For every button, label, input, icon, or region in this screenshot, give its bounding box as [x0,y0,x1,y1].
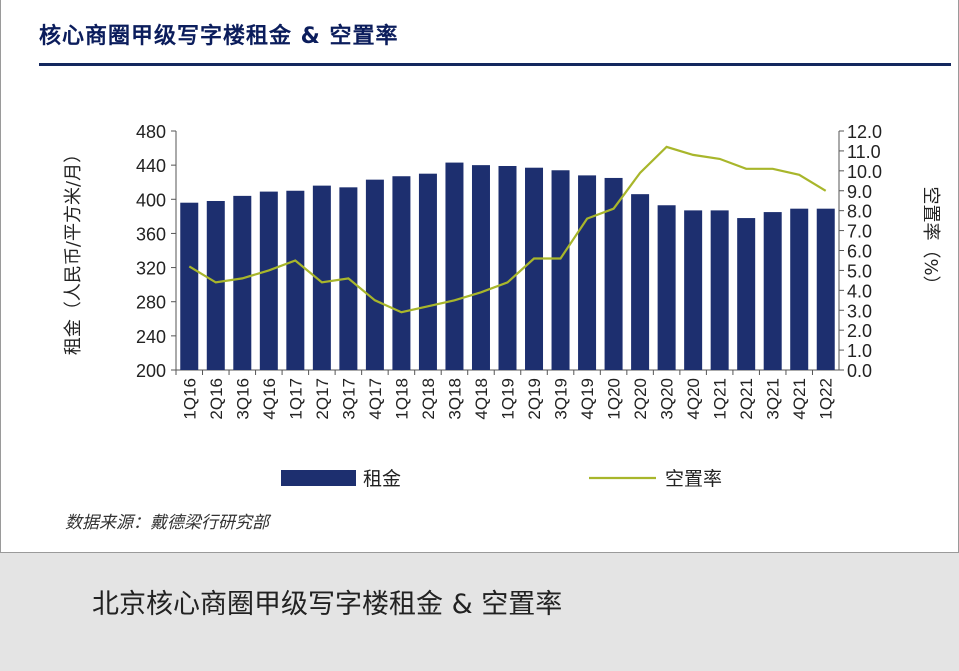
x-tick-label: 3Q16 [233,378,252,420]
rent-bar [525,167,544,370]
x-tick-label: 2Q21 [737,378,756,420]
right-axis-title: 空置率（%） [920,186,941,293]
x-tick-label: 2Q20 [631,378,650,420]
chart-svg: 200 240 280 320 360 400 440 480 0.01.02.03.04.05… [63,122,941,490]
right-tick-label: 6.0 [847,242,872,262]
rent-bar [471,165,490,370]
legend-swatch-rent [281,470,356,486]
x-tick-label: 1Q21 [711,378,730,420]
left-tick-label: 440 [136,156,166,176]
rent-bar [578,175,597,370]
legend-label-rent: 租金 [363,468,401,490]
x-tick-label: 3Q18 [445,378,464,420]
legend-label-vacancy: 空置率 [665,468,722,490]
right-tick-label: 10.0 [847,162,882,182]
right-tick-label: 9.0 [847,182,872,202]
rent-bar [790,208,809,370]
rent-bar [180,202,199,370]
x-tick-label: 2Q16 [207,378,226,420]
right-tick-label: 3.0 [847,301,872,321]
x-tick-label: 4Q17 [366,378,385,420]
rent-bar [233,195,252,370]
x-tick-label: 1Q22 [817,378,836,420]
source-note: 数据来源：戴德梁行研究部 [65,513,269,533]
rent-bar [604,177,623,370]
left-tick-label: 240 [136,327,166,347]
chart-card: 核心商圈甲级写字楼租金 & 空置率 200 240 280 320 360 400 440 4… [0,0,959,553]
x-tick-label: 1Q19 [499,378,518,420]
rent-bar [418,173,437,370]
rent-bar [259,191,278,370]
x-tick-label: 4Q18 [472,378,491,420]
right-tick-label: 11.0 [847,142,881,162]
x-tick-label: 4Q19 [578,378,597,420]
x-tick-label: 4Q21 [790,378,809,420]
x-tick-label: 1Q17 [286,378,305,420]
right-tick-label: 1.0 [847,341,872,361]
rent-bar [710,210,729,370]
rent-bar [684,210,703,370]
x-tick-label: 4Q16 [260,378,279,420]
x-tick-label: 3Q17 [339,378,358,420]
left-axis-title: 租金（人民币/平方米/月） [63,145,84,355]
right-tick-label: 0.0 [847,361,872,381]
x-tick-label: 3Q21 [764,378,783,420]
rent-bar [551,170,570,370]
left-tick-label: 360 [136,224,166,244]
chart-title: 核心商圈甲级写字楼租金 & 空置率 [39,24,399,49]
rent-bar [445,162,464,370]
title-divider [39,63,951,66]
left-tick-label: 480 [136,122,166,142]
rent-bar [763,212,782,370]
rent-bar [312,185,331,370]
x-tick-label: 1Q16 [180,378,199,420]
x-tick-label: 2Q19 [525,378,544,420]
caption-band [0,553,959,671]
x-tick-label: 4Q20 [684,378,703,420]
x-tick-label: 2Q18 [419,378,438,420]
rent-bar [631,194,650,370]
right-tick-label: 8.0 [847,202,872,222]
right-tick-label: 12.0 [847,122,882,142]
left-tick-label: 400 [136,190,166,210]
left-tick-label: 200 [136,361,166,381]
rent-bar [365,179,384,370]
right-tick-label: 4.0 [847,281,872,301]
x-tick-label: 1Q18 [392,378,411,420]
rent-bar [392,176,411,370]
x-tick-label: 2Q17 [313,378,332,420]
rent-bar [286,190,305,370]
rent-bar [816,208,835,370]
left-tick-label: 280 [136,293,166,313]
rent-bar [206,200,225,370]
x-tick-label: 1Q20 [605,378,624,420]
right-tick-label: 5.0 [847,261,872,281]
figure-caption: 北京核心商圈甲级写字楼租金 & 空置率 [92,589,563,620]
rent-bar [737,218,756,370]
x-tick-label: 3Q19 [552,378,571,420]
x-tick-label: 3Q20 [658,378,677,420]
right-tick-label: 7.0 [847,222,872,242]
right-tick-label: 2.0 [847,321,872,341]
rent-bar [657,205,676,370]
rent-bar [498,165,517,370]
left-tick-label: 320 [136,259,166,279]
